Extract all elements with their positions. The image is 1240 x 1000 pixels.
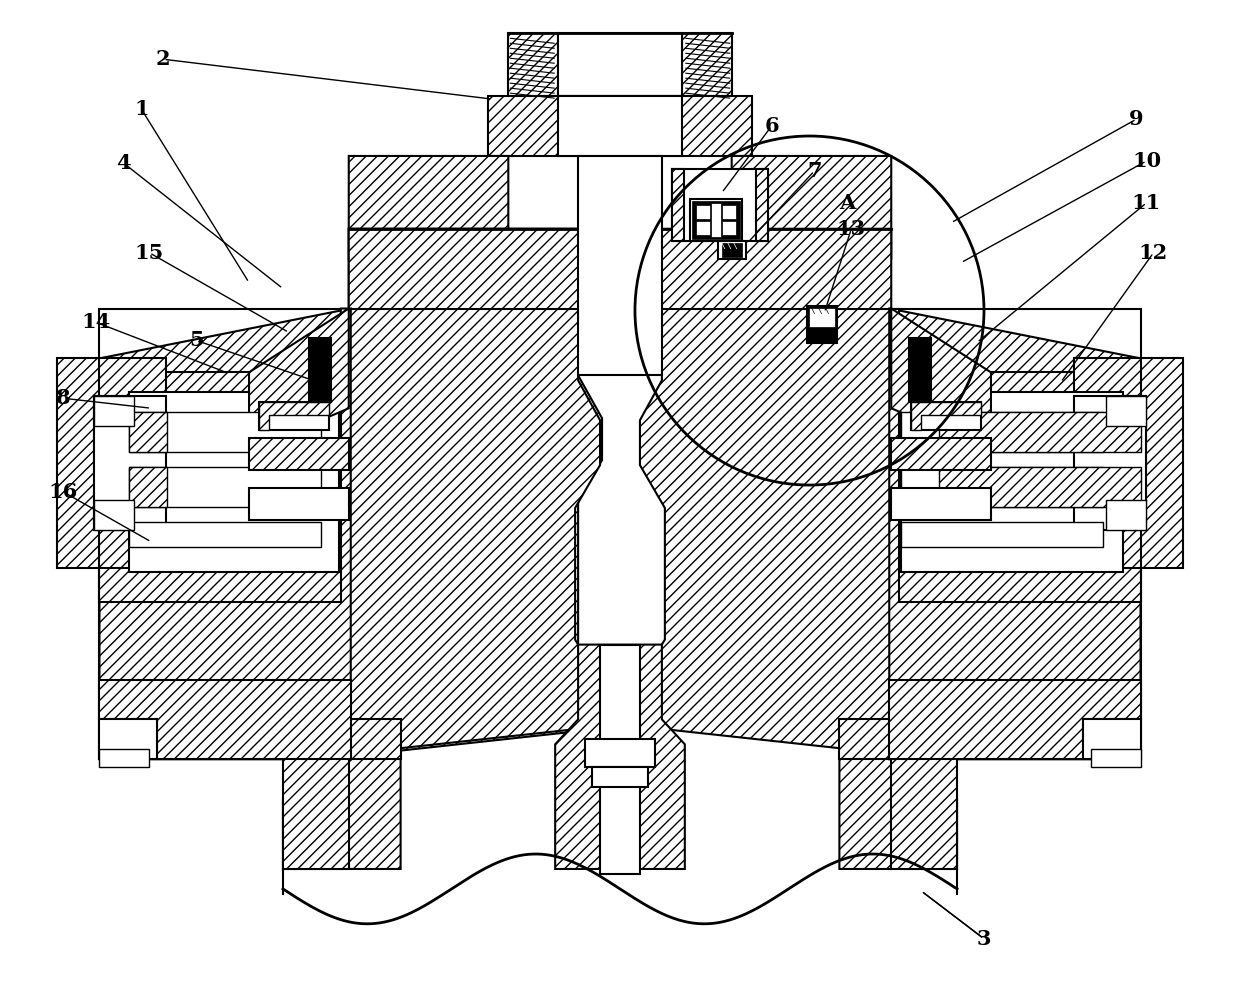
Bar: [94, 396, 166, 530]
Bar: [1091, 749, 1141, 767]
Text: 15: 15: [135, 243, 164, 263]
Text: 16: 16: [48, 482, 78, 502]
Polygon shape: [889, 309, 1141, 759]
Polygon shape: [341, 309, 348, 372]
Bar: [1106, 500, 1146, 530]
Bar: [309, 338, 331, 402]
Text: 7: 7: [807, 161, 822, 181]
Text: 14: 14: [82, 312, 112, 332]
Bar: [591, 767, 649, 787]
Text: 11: 11: [1132, 193, 1161, 213]
Text: 12: 12: [1138, 243, 1168, 263]
Text: A: A: [839, 193, 856, 213]
Text: 1: 1: [134, 99, 149, 119]
Bar: [129, 412, 321, 452]
Polygon shape: [348, 156, 508, 259]
Polygon shape: [839, 719, 957, 869]
Text: 13: 13: [837, 219, 866, 239]
Bar: [892, 488, 991, 520]
Bar: [558, 33, 682, 96]
Bar: [249, 488, 348, 520]
Bar: [807, 306, 837, 343]
Polygon shape: [286, 229, 603, 869]
Polygon shape: [1083, 719, 1141, 759]
Bar: [810, 308, 836, 327]
Polygon shape: [556, 645, 684, 869]
Bar: [1074, 396, 1146, 530]
Polygon shape: [732, 156, 892, 259]
Polygon shape: [57, 358, 166, 568]
Polygon shape: [259, 402, 329, 430]
Polygon shape: [911, 402, 981, 430]
Polygon shape: [682, 33, 732, 96]
Polygon shape: [892, 309, 991, 438]
Text: 9: 9: [1130, 109, 1143, 129]
Bar: [901, 412, 1102, 452]
Polygon shape: [129, 467, 167, 507]
Bar: [585, 739, 655, 767]
Polygon shape: [283, 229, 600, 869]
Polygon shape: [672, 169, 683, 241]
Bar: [722, 243, 742, 257]
Bar: [901, 467, 1102, 507]
Bar: [600, 645, 640, 874]
Polygon shape: [1074, 358, 1183, 568]
Polygon shape: [508, 33, 558, 96]
Bar: [901, 392, 1122, 572]
Bar: [692, 201, 740, 239]
Bar: [901, 522, 1102, 547]
Text: 10: 10: [1132, 151, 1161, 171]
Bar: [129, 522, 321, 547]
Bar: [558, 96, 682, 156]
Text: 2: 2: [156, 49, 171, 69]
Text: 4: 4: [117, 153, 130, 173]
Bar: [259, 402, 329, 430]
Polygon shape: [99, 719, 157, 759]
Bar: [892, 438, 991, 470]
Bar: [722, 205, 735, 219]
Polygon shape: [889, 680, 1141, 759]
Bar: [249, 438, 348, 470]
Bar: [722, 221, 735, 235]
Polygon shape: [489, 96, 751, 156]
Bar: [711, 203, 720, 237]
Polygon shape: [99, 309, 351, 759]
Bar: [129, 467, 321, 507]
Bar: [129, 392, 339, 572]
Polygon shape: [899, 372, 1141, 602]
Bar: [1106, 396, 1146, 426]
Bar: [696, 205, 709, 219]
Polygon shape: [249, 309, 348, 438]
Polygon shape: [640, 229, 957, 869]
Polygon shape: [99, 680, 351, 759]
Polygon shape: [939, 467, 1141, 507]
Polygon shape: [283, 719, 401, 869]
Polygon shape: [129, 412, 167, 452]
Bar: [909, 338, 931, 402]
Bar: [94, 396, 134, 426]
Text: 8: 8: [56, 388, 71, 408]
Bar: [672, 169, 768, 241]
Bar: [94, 500, 134, 530]
Bar: [689, 199, 742, 241]
Text: 6: 6: [764, 116, 779, 136]
Text: 5: 5: [188, 330, 203, 350]
Polygon shape: [755, 169, 768, 241]
Bar: [578, 156, 662, 375]
Bar: [696, 221, 709, 235]
Bar: [911, 402, 981, 430]
Bar: [718, 241, 745, 259]
Polygon shape: [99, 372, 341, 602]
Bar: [99, 749, 149, 767]
Text: 3: 3: [977, 929, 991, 949]
Polygon shape: [892, 309, 899, 372]
Polygon shape: [939, 412, 1141, 452]
